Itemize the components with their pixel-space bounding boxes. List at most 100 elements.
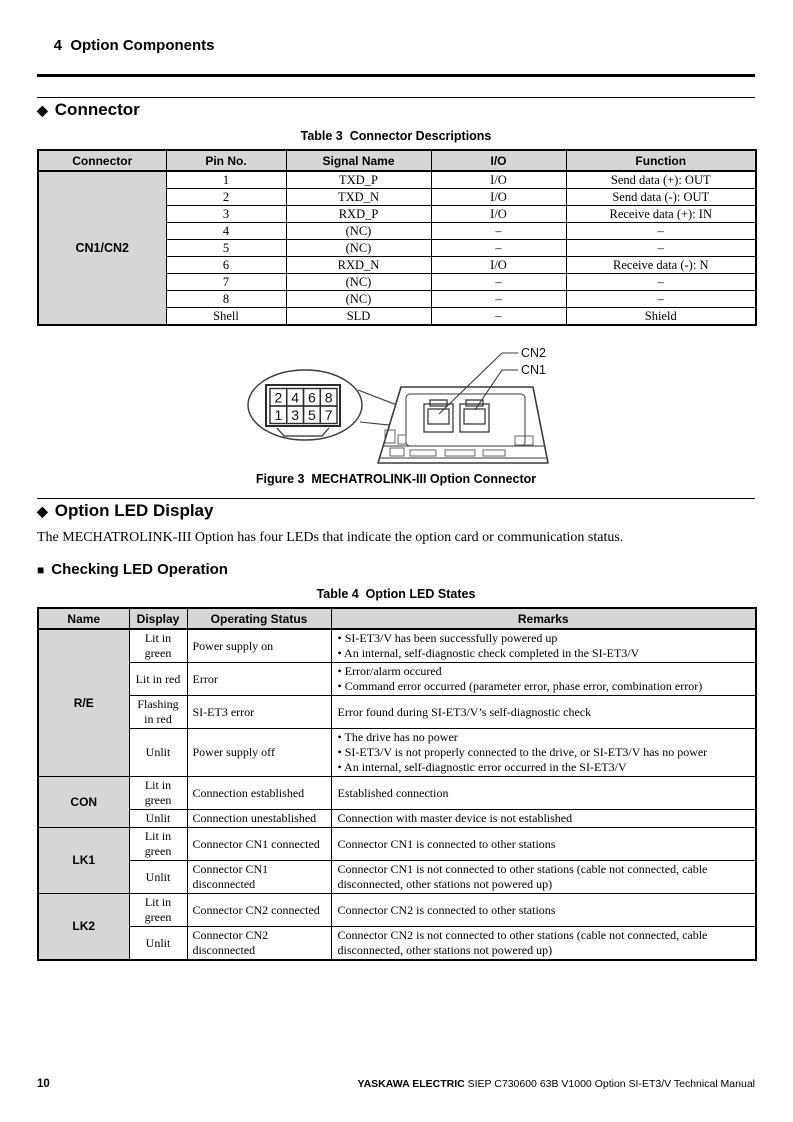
manual-page: 4 Option Components ◆ Connector Table 3 … (37, 0, 757, 961)
table-row: 8 (NC) – – (38, 290, 757, 308)
status-cell: Connection established (186, 776, 332, 810)
table-row: LK2 Lit in green Connector CN2 connected Co… (37, 893, 757, 961)
pin-cell: 6 (165, 256, 287, 274)
display-cell: Unlit (128, 926, 188, 961)
led-display-heading-label: Option LED Display (54, 501, 214, 520)
connector-table-body: CN1/CN2 1 TXD_P I/O Send data (+): OUT 2 TXD_N… (37, 170, 757, 326)
manual-title-rest: SIEP C730600 63B V1000 Option SI-ET3/V T… (464, 1078, 755, 1090)
remarks-cell: • Error/alarm occured • Command error occ… (330, 662, 757, 696)
connector-figure: 2 4 6 8 1 3 5 7 (37, 338, 755, 486)
display-cell: Unlit (128, 728, 188, 777)
table-row: CON Lit in green Connection established Est… (37, 776, 757, 828)
remark-line: • SI-ET3/V has been successfully powered… (337, 631, 558, 645)
page-number: 10 (37, 1078, 50, 1090)
remark-line: Established connection (337, 785, 449, 800)
card-details (384, 429, 534, 457)
io-cell: I/O (430, 188, 567, 206)
table-row: 5 (NC) – – (38, 239, 757, 257)
pin-cell: 2 (165, 188, 287, 206)
io-cell: I/O (430, 256, 567, 274)
svg-text:6: 6 (308, 390, 316, 406)
io-cell: – (430, 222, 567, 240)
remarks-cell: Connector CN1 is connected to other stat… (330, 827, 757, 861)
manual-title: YASKAWA ELECTRIC SIEP C730600 63B V1000 … (358, 1078, 755, 1090)
running-header: 4 Option Components (37, 0, 755, 77)
led-name-cell: LK2 (37, 893, 130, 961)
pin-cell: 4 (165, 222, 287, 240)
checking-led-heading-label: Checking LED Operation (51, 561, 228, 578)
display-cell: Lit in green (128, 893, 188, 927)
pin-cell: 8 (165, 290, 287, 308)
connector-table-head-row: Connector Pin No. Signal Name I/O Function (37, 149, 757, 172)
function-cell: Shield (565, 307, 757, 326)
pin-cell: 7 (165, 273, 287, 291)
pin-grid (265, 384, 341, 437)
column-header: Signal Name (285, 149, 432, 172)
remark-line: Connector CN1 is not connected to other … (337, 862, 708, 891)
pin-cell: 1 (165, 170, 287, 189)
remark-line: Connector CN1 is connected to other stat… (337, 836, 556, 851)
function-cell: – (565, 239, 757, 257)
remark-line: Connector CN2 is not connected to other … (337, 928, 708, 957)
remark-line: Error found during SI-ET3/V’s self-diagn… (337, 704, 592, 719)
column-header: Pin No. (165, 149, 287, 172)
page-footer: 10 YASKAWA ELECTRIC SIEP C730600 63B V10… (37, 1078, 755, 1090)
led-name-cell: R/E (37, 628, 130, 777)
led-states-table: Name Display Operating Status Remarks R/E Li… (37, 607, 757, 961)
remark-line: • An internal, self-diagnostic error occ… (337, 760, 627, 774)
signal-cell: SLD (285, 307, 432, 326)
remarks-cell: • SI-ET3/V has been successfully powered… (330, 628, 757, 663)
section-divider (37, 97, 755, 98)
table-row: CN1/CN2 1 TXD_P I/O Send data (+): OUT (37, 170, 757, 326)
connector-heading: ◆ Connector (37, 100, 755, 120)
status-cell: Connector CN2 connected (186, 893, 332, 927)
column-header: Name (37, 607, 130, 630)
remark-line: • An internal, self-diagnostic check com… (337, 646, 640, 660)
display-cell: Unlit (128, 809, 188, 828)
column-header: I/O (430, 149, 567, 172)
status-cell: Connection unestablished (186, 809, 332, 828)
status-cell: Connector CN1 disconnected (186, 860, 332, 894)
checking-led-heading: ■ Checking LED Operation (37, 561, 755, 578)
function-cell: – (565, 290, 757, 308)
signal-cell: RXD_N (285, 256, 432, 274)
svg-text:3: 3 (291, 407, 299, 423)
svg-text:2: 2 (275, 390, 283, 406)
column-header: Function (565, 149, 757, 172)
brand-name: YASKAWA ELECTRIC (357, 1078, 465, 1090)
signal-cell: RXD_P (285, 205, 432, 223)
remarks-cell: Connector CN1 is not connected to other … (330, 860, 757, 894)
diamond-icon: ◆ (37, 502, 48, 519)
signal-cell: (NC) (285, 222, 432, 240)
status-cell: Connector CN2 disconnected (186, 926, 332, 961)
status-cell: Power supply off (186, 728, 332, 777)
column-header: Remarks (330, 607, 757, 630)
table-row: Flashing in red SI-ET3 error Error found d… (38, 695, 757, 729)
remark-line: • Error/alarm occured (337, 664, 442, 678)
led-display-heading: ◆ Option LED Display (37, 501, 755, 521)
display-cell: Lit in green (128, 827, 188, 861)
table-row: 7 (NC) – – (38, 273, 757, 291)
table-row: Shell SLD – Shield (38, 307, 757, 326)
led-name-cell: CON (37, 776, 130, 828)
signal-cell: (NC) (285, 290, 432, 308)
cn1-label: CN1 (521, 363, 546, 377)
section-divider (37, 498, 755, 499)
remark-line: • The drive has no power (337, 730, 458, 744)
remark-line: • SI-ET3/V is not properly connected to … (337, 745, 708, 759)
display-cell: Lit in red (128, 662, 188, 696)
remarks-cell: Connector CN2 is not connected to other … (330, 926, 757, 961)
function-cell: Send data (-): OUT (565, 188, 757, 206)
column-header: Display (128, 607, 188, 630)
function-cell: – (565, 273, 757, 291)
cn-label-leader-lines (438, 352, 518, 415)
cn2-label: CN2 (521, 346, 546, 360)
svg-text:7: 7 (325, 407, 333, 423)
connector-figure-svg: 2 4 6 8 1 3 5 7 (247, 346, 549, 464)
display-cell: Lit in green (128, 776, 188, 810)
remarks-cell: Connection with master device is not est… (330, 809, 757, 828)
pin-cell: 5 (165, 239, 287, 257)
cn2-connector-jack (423, 399, 454, 433)
diamond-icon: ◆ (37, 101, 48, 118)
function-cell: Send data (+): OUT (565, 170, 757, 189)
